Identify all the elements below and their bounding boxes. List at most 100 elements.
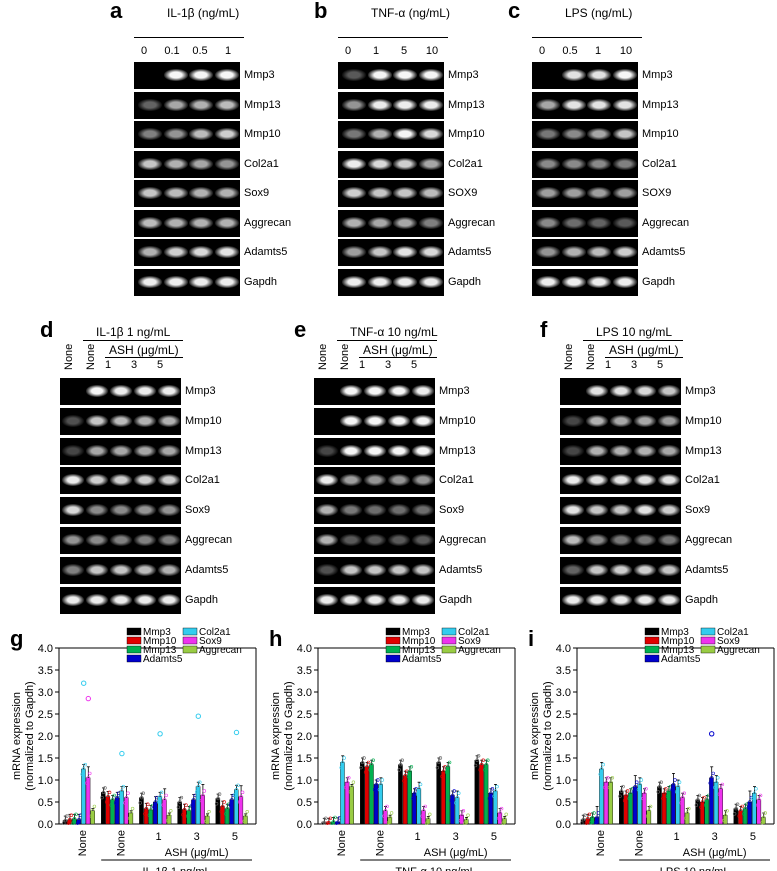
data-point [719, 787, 723, 791]
data-point [192, 798, 196, 802]
data-point [480, 762, 484, 767]
band [214, 216, 239, 229]
band [612, 246, 637, 258]
band [393, 246, 417, 258]
data-point [389, 811, 394, 815]
band [86, 444, 108, 457]
gel-strip [314, 556, 435, 584]
gene-label: Sox9 [244, 187, 270, 199]
gel-strip [532, 62, 638, 89]
data-point [606, 776, 610, 780]
gene-label: Col2a1 [185, 474, 220, 487]
gene-label: Mmp10 [685, 414, 722, 427]
band [412, 504, 434, 517]
data-point [199, 798, 204, 803]
data-point [184, 803, 188, 807]
data-point [169, 809, 173, 813]
data-point [647, 809, 651, 813]
data-point [740, 804, 744, 809]
band [561, 98, 586, 111]
data-point [409, 765, 414, 769]
band [163, 157, 188, 170]
gene-label: Sox9 [439, 504, 465, 517]
bar-adamts5 [747, 801, 752, 825]
data-point [484, 762, 489, 767]
data-point [225, 806, 230, 811]
bar-mmp13 [628, 792, 633, 825]
gel-strip [338, 91, 444, 119]
band [562, 414, 584, 427]
band [418, 216, 443, 229]
gel-strip [338, 62, 444, 89]
band [189, 187, 213, 199]
data-point [204, 819, 208, 824]
band [62, 593, 84, 606]
data-point [198, 780, 202, 784]
data-point [501, 821, 505, 825]
band [610, 504, 632, 517]
y-tick-label: 0.5 [38, 797, 53, 809]
band [412, 593, 434, 606]
x-axis-treatment-label: LPS 10 ng/mL [660, 866, 730, 871]
data-point [658, 784, 662, 789]
lane-label-none: None [563, 343, 575, 370]
ash-underline [105, 357, 183, 358]
data-point [163, 798, 167, 802]
bar-col2a1 [713, 781, 719, 825]
data-point [234, 787, 239, 792]
band [412, 385, 434, 397]
gene-label: Mmp13 [642, 98, 679, 111]
data-point [752, 791, 757, 795]
data-point [120, 789, 124, 793]
gene-label: Mmp13 [685, 444, 722, 457]
band [189, 128, 213, 140]
bar-sox9 [344, 781, 350, 825]
bar-mmp10 [623, 795, 629, 825]
data-point [420, 814, 424, 818]
x-group-label: None [595, 830, 607, 856]
data-point [722, 818, 726, 823]
gene-label: Mmp3 [685, 385, 716, 397]
band [388, 414, 410, 427]
data-point [110, 798, 115, 802]
gel-strip [134, 239, 240, 266]
band [412, 534, 434, 546]
band [412, 474, 434, 487]
dose-label: 3 [130, 359, 138, 371]
data-point [499, 806, 504, 811]
data-point [645, 814, 650, 818]
data-point [88, 771, 92, 776]
data-point [214, 802, 219, 806]
gel-strip [338, 150, 444, 178]
band [393, 157, 417, 170]
data-point [157, 731, 163, 737]
x-axis-label: ASH (μg/mL) [424, 847, 488, 859]
data-point [710, 776, 714, 780]
legend-swatch [644, 627, 660, 636]
band [86, 474, 108, 487]
data-point [115, 795, 120, 800]
band [189, 157, 213, 170]
band [364, 563, 386, 576]
bar-adamts5 [411, 792, 417, 825]
data-point [709, 731, 715, 737]
panel-title: LPS 10 ng/mL [596, 325, 673, 339]
gel-strip [60, 527, 181, 554]
panel-title: IL-1β (ng/mL) [167, 6, 240, 20]
data-point [687, 806, 691, 811]
data-point [463, 821, 467, 825]
legend-swatch [441, 627, 457, 636]
band [587, 246, 611, 258]
data-point [244, 814, 248, 818]
band [189, 216, 213, 229]
gene-label: Col2a1 [448, 157, 483, 170]
data-point [109, 803, 113, 807]
gel-strip [532, 268, 638, 296]
gene-label: Adamts5 [185, 563, 229, 576]
band [418, 187, 443, 199]
gene-label: Adamts5 [448, 246, 492, 258]
data-point [716, 776, 720, 780]
data-point [476, 754, 481, 758]
dose-label: 1 [104, 359, 112, 371]
data-point [81, 767, 86, 771]
